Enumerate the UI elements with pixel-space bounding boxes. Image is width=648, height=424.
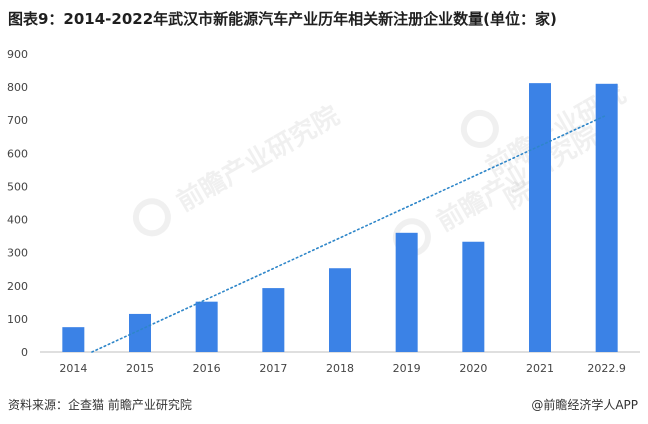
x-tick-label: 2021 [526,362,554,375]
x-tick-label: 2022.9 [587,362,626,375]
x-tick-label: 2015 [126,362,154,375]
bar [129,313,151,352]
chart-title: 图表9：2014-2022年武汉市新能源汽车产业历年相关新注册企业数量(单位：家… [8,10,557,28]
source-note: 资料来源：企查猫 前瞻产业研究院 [8,398,192,412]
y-tick-label: 200 [7,280,28,293]
x-tick-label: 2017 [259,362,287,375]
y-tick-label: 300 [7,247,28,260]
y-tick-label: 600 [7,147,28,160]
x-tick-label: 2020 [459,362,487,375]
y-tick-label: 500 [7,180,28,193]
y-tick-label: 900 [7,48,28,61]
x-tick-label: 2016 [193,362,221,375]
x-tick-label: 2019 [393,362,421,375]
bar [462,241,485,352]
x-tick-label: 2018 [326,362,354,375]
x-tick-label: 2014 [59,362,87,375]
bar [195,301,218,352]
y-tick-label: 700 [7,114,28,127]
y-tick-label: 400 [7,214,28,227]
bar [595,83,618,353]
credit-note: @前瞻经济学人APP [531,398,638,412]
bar [262,288,285,352]
y-tick-label: 100 [7,313,28,326]
bar [62,327,85,352]
bar [329,268,351,352]
bar [395,232,418,352]
y-tick-label: 0 [21,346,28,359]
bar [529,83,551,352]
y-tick-label: 800 [7,81,28,94]
trend-line [91,114,608,353]
